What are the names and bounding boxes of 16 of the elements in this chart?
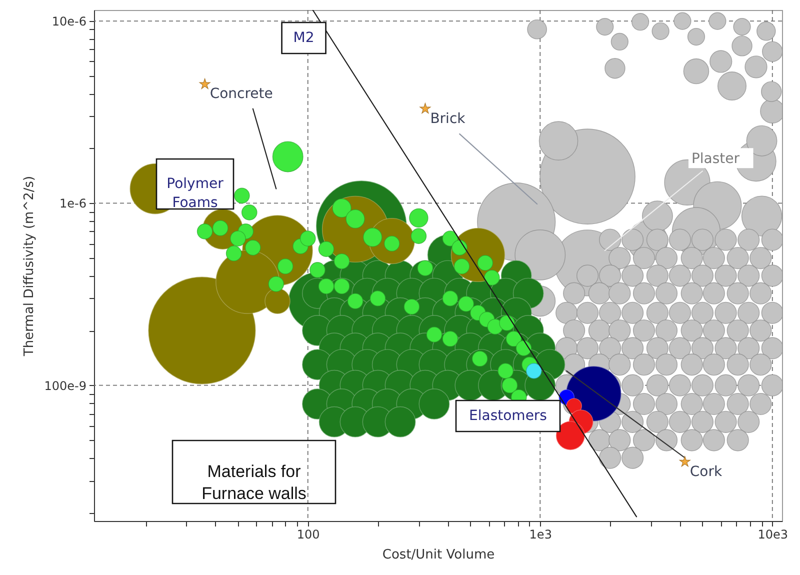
annotation: Brick xyxy=(430,110,466,127)
annotation: Elastomers xyxy=(469,408,547,424)
annotation: Concrete xyxy=(210,86,273,102)
annotation: Polymer Foams xyxy=(166,176,224,211)
x-tick-label: 10e3 xyxy=(758,528,788,542)
series-label: M2 xyxy=(293,30,314,46)
annotation: Plaster xyxy=(691,151,740,168)
x-axis-title: Cost/Unit Volume xyxy=(382,548,495,562)
y-tick-label: 1e-6 xyxy=(60,196,86,211)
x-tick-label: 100 xyxy=(296,528,320,542)
x-tick-label: 1e3 xyxy=(529,528,552,542)
y-tick-label: 10e-6 xyxy=(52,14,86,29)
annotation: Materials for Furnace walls xyxy=(202,462,306,503)
y-tick-label: 100e-9 xyxy=(44,378,86,393)
y-axis-title: Thermal Diffusivity (m^2/s) xyxy=(22,176,38,358)
annotation: Cork xyxy=(690,464,723,480)
